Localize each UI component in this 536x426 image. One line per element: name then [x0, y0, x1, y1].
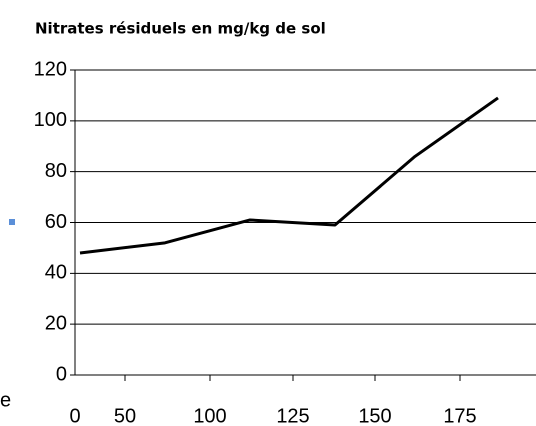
x-tick-label: 100 — [193, 405, 226, 426]
y-tick-label: 80 — [45, 160, 67, 182]
y-tick-label: 120 — [34, 58, 67, 80]
y-tick-label: 60 — [45, 211, 67, 233]
x-tick-label: 50 — [114, 405, 136, 426]
y-tick-label: 40 — [45, 262, 67, 284]
x-tick-label: 150 — [358, 405, 391, 426]
x-tick-label: 0 — [69, 405, 80, 426]
annotation: e — [0, 389, 11, 411]
legend-swatch-fragment — [9, 219, 15, 225]
y-tick-label: 20 — [45, 312, 67, 334]
chart-title: Nitrates résiduels en mg/kg de sol — [35, 20, 326, 38]
x-tick-label: 125 — [276, 405, 309, 426]
data-line — [79, 96, 499, 255]
x-tick-label: 175 — [443, 405, 476, 426]
y-tick-label: 0 — [56, 363, 67, 385]
y-tick-label: 100 — [34, 109, 67, 131]
